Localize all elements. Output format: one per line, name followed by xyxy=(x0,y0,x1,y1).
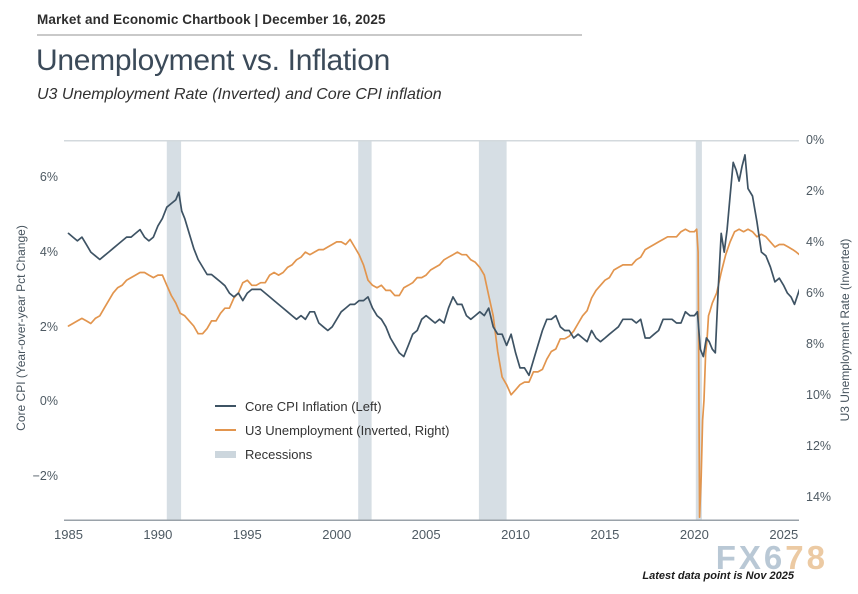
tick-label: 2% xyxy=(39,319,58,334)
legend-label: Core CPI Inflation (Left) xyxy=(245,398,382,414)
legend-label: Recessions xyxy=(245,446,313,462)
tick-label: 0% xyxy=(806,133,825,147)
legend-line-swatch xyxy=(215,405,236,407)
tick-label: 1985 xyxy=(54,527,83,542)
tick-label: 2010 xyxy=(501,527,531,542)
tick-label: −2% xyxy=(32,469,58,484)
recession-band xyxy=(166,140,182,521)
left-axis-title: Core CPI (Year-over-year Pct Change) xyxy=(14,225,28,431)
legend-line-swatch xyxy=(215,429,236,431)
header-divider xyxy=(37,34,582,36)
core-cpi-line xyxy=(67,154,799,377)
tick-label: 12% xyxy=(806,438,832,453)
tick-label: 2000 xyxy=(322,527,352,542)
recession-band xyxy=(478,140,507,521)
legend-item: U3 Unemployment (Inverted, Right) xyxy=(215,418,449,442)
watermark-letter: F xyxy=(715,539,739,576)
tick-label: 0% xyxy=(39,394,58,409)
recession-band xyxy=(358,140,372,521)
tick-label: 2005 xyxy=(411,527,441,542)
legend-band-swatch xyxy=(215,450,236,458)
legend-item: Core CPI Inflation (Left) xyxy=(215,394,449,418)
tick-label: 8% xyxy=(806,336,825,351)
watermark-fx678: FX678 xyxy=(716,541,828,574)
tick-label: 4% xyxy=(39,245,58,260)
watermark-letter: 7 xyxy=(785,539,807,576)
tick-label: 1995 xyxy=(232,527,262,542)
legend-item: Recessions xyxy=(215,442,449,466)
tick-label: 6% xyxy=(806,285,825,300)
tick-label: 1990 xyxy=(143,527,173,542)
watermark-letter: 6 xyxy=(763,539,786,576)
watermark-letter: 8 xyxy=(806,539,828,576)
right-axis-title: U3 Unemployment Rate (Inverted) xyxy=(838,238,852,422)
tick-label: 14% xyxy=(806,489,832,504)
tick-label: 6% xyxy=(39,170,58,185)
tick-label: 2% xyxy=(806,183,825,198)
tick-label: 2025 xyxy=(769,527,799,542)
tick-label: 4% xyxy=(806,234,825,249)
report-header: Market and Economic Chartbook | December… xyxy=(37,12,386,27)
plot-area xyxy=(64,140,799,521)
legend: Core CPI Inflation (Left) U3 Unemployment… xyxy=(215,394,449,466)
chart-subtitle: U3 Unemployment Rate (Inverted) and Core… xyxy=(37,86,442,103)
latest-data-footnote: Latest data point is Nov 2025 xyxy=(642,570,794,582)
tick-label: 10% xyxy=(806,387,832,402)
watermark-letter: X xyxy=(738,539,764,576)
legend-label: U3 Unemployment (Inverted, Right) xyxy=(245,422,450,438)
tick-label: 2015 xyxy=(590,527,620,542)
page-title: Unemployment vs. Inflation xyxy=(36,44,391,77)
unemployment-line xyxy=(67,228,799,519)
tick-label: 2020 xyxy=(679,527,709,542)
